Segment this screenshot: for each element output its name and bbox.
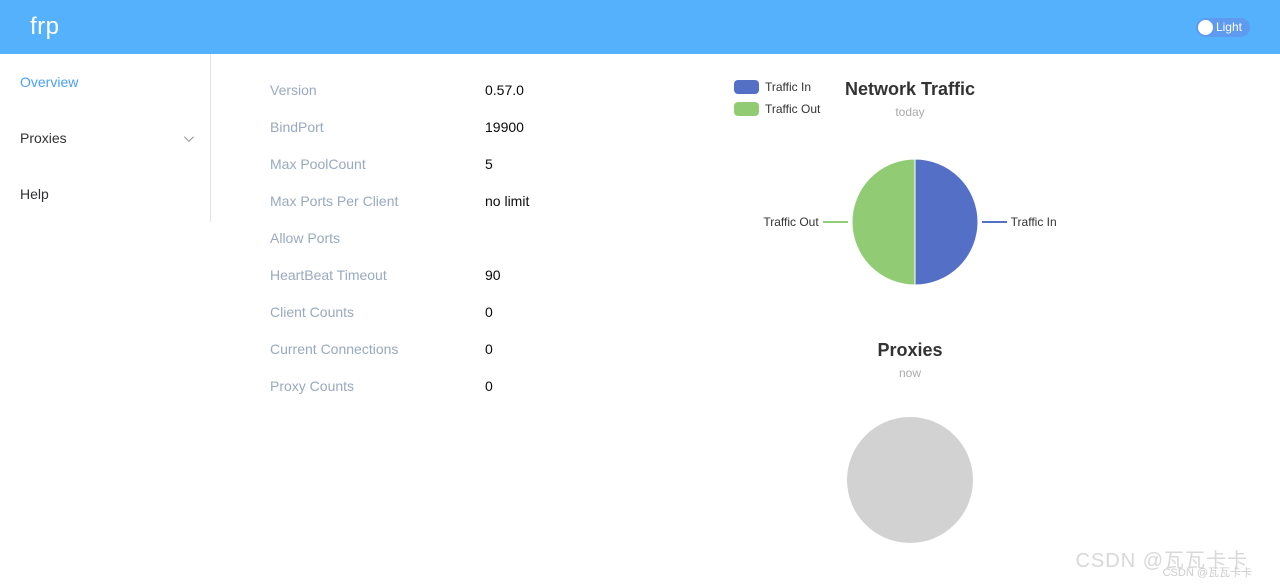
app-header: frp Light <box>0 0 1280 54</box>
toggle-knob-icon <box>1197 19 1213 35</box>
legend-item-traffic-out[interactable]: Traffic Out <box>734 102 820 116</box>
chevron-down-icon <box>183 131 194 142</box>
sidebar: Overview Proxies Help <box>0 54 211 585</box>
pie-slice-traffic-in <box>914 159 978 285</box>
chart-subtitle: now <box>898 366 921 380</box>
chart-title: Proxies <box>877 340 943 360</box>
config-label: Current Connections <box>270 341 399 357</box>
chart-title: Network Traffic <box>844 79 976 99</box>
page-layout: Overview Proxies Help Version 0.57.0 Bin… <box>0 54 1280 585</box>
config-row-version: Version 0.57.0 <box>270 82 700 102</box>
config-row-max-ports-per-client: Max Ports Per Client no limit <box>270 193 700 213</box>
chart-subtitle: today <box>895 105 925 119</box>
pie-slice-traffic-out <box>851 159 916 285</box>
config-value: 90 <box>485 267 501 283</box>
watermark-text-small: CSDN @瓦瓦卡卡 <box>1162 567 1252 579</box>
config-row-allow-ports: Allow Ports <box>270 230 700 250</box>
legend-swatch-traffic-in <box>734 80 759 94</box>
chart-legend: Traffic In Traffic Out <box>734 80 820 124</box>
config-label: Allow Ports <box>270 230 341 246</box>
pie-label-traffic-in: Traffic In <box>1010 215 1057 229</box>
app-logo: frp <box>30 13 60 40</box>
config-value: 0 <box>485 341 493 357</box>
config-label: Version <box>270 82 317 98</box>
watermark-text: CSDN @瓦瓦卡卡 <box>1075 550 1248 572</box>
config-label: BindPort <box>270 119 324 135</box>
leader-line-traffic-out <box>822 221 848 223</box>
pie-label-traffic-out: Traffic Out <box>763 215 819 229</box>
config-row-max-poolcount: Max PoolCount 5 <box>270 156 700 176</box>
sidebar-item-label: Help <box>20 186 49 202</box>
config-value: 0 <box>485 378 493 394</box>
network-traffic-chart: Traffic In Traffic Out Network Traffic t… <box>730 78 1090 285</box>
theme-toggle[interactable]: Light <box>1195 17 1250 37</box>
proxies-chart: Proxies now <box>730 339 1090 543</box>
sidebar-item-label: Proxies <box>20 130 67 146</box>
config-label: HeartBeat Timeout <box>270 267 387 283</box>
config-value: 0.57.0 <box>485 82 524 98</box>
server-config-list: Version 0.57.0 BindPort 19900 Max PoolCo… <box>270 78 700 585</box>
config-value: 19900 <box>485 119 524 135</box>
pie-chart-row: Traffic Out Traffic In <box>730 159 1090 285</box>
charts-column: Traffic In Traffic Out Network Traffic t… <box>730 78 1090 585</box>
config-value: 5 <box>485 156 493 172</box>
legend-item-traffic-in[interactable]: Traffic In <box>734 80 820 94</box>
proxies-empty-pie[interactable] <box>847 417 973 543</box>
legend-label: Traffic In <box>765 80 812 94</box>
main-content: Version 0.57.0 BindPort 19900 Max PoolCo… <box>211 54 1280 585</box>
legend-swatch-traffic-out <box>734 102 759 116</box>
legend-label: Traffic Out <box>765 102 821 116</box>
sidebar-item-label: Overview <box>20 74 79 90</box>
sidebar-item-help[interactable]: Help <box>0 166 211 222</box>
sidebar-item-proxies[interactable]: Proxies <box>0 110 211 166</box>
network-traffic-pie[interactable] <box>851 159 978 285</box>
sidebar-item-overview[interactable]: Overview <box>0 54 211 110</box>
config-row-current-connections: Current Connections 0 <box>270 341 700 361</box>
config-label: Max Ports Per Client <box>270 193 399 209</box>
config-row-bindport: BindPort 19900 <box>270 119 700 139</box>
config-label: Proxy Counts <box>270 378 355 394</box>
config-row-client-counts: Client Counts 0 <box>270 304 700 324</box>
theme-toggle-label: Light <box>1215 20 1242 34</box>
config-row-proxy-counts: Proxy Counts 0 <box>270 378 700 398</box>
leader-line-traffic-in <box>981 221 1007 223</box>
config-label: Client Counts <box>270 304 355 320</box>
config-label: Max PoolCount <box>270 156 366 172</box>
config-value: no limit <box>485 193 530 209</box>
config-row-heartbeat-timeout: HeartBeat Timeout 90 <box>270 267 700 287</box>
config-value: 0 <box>485 304 493 320</box>
